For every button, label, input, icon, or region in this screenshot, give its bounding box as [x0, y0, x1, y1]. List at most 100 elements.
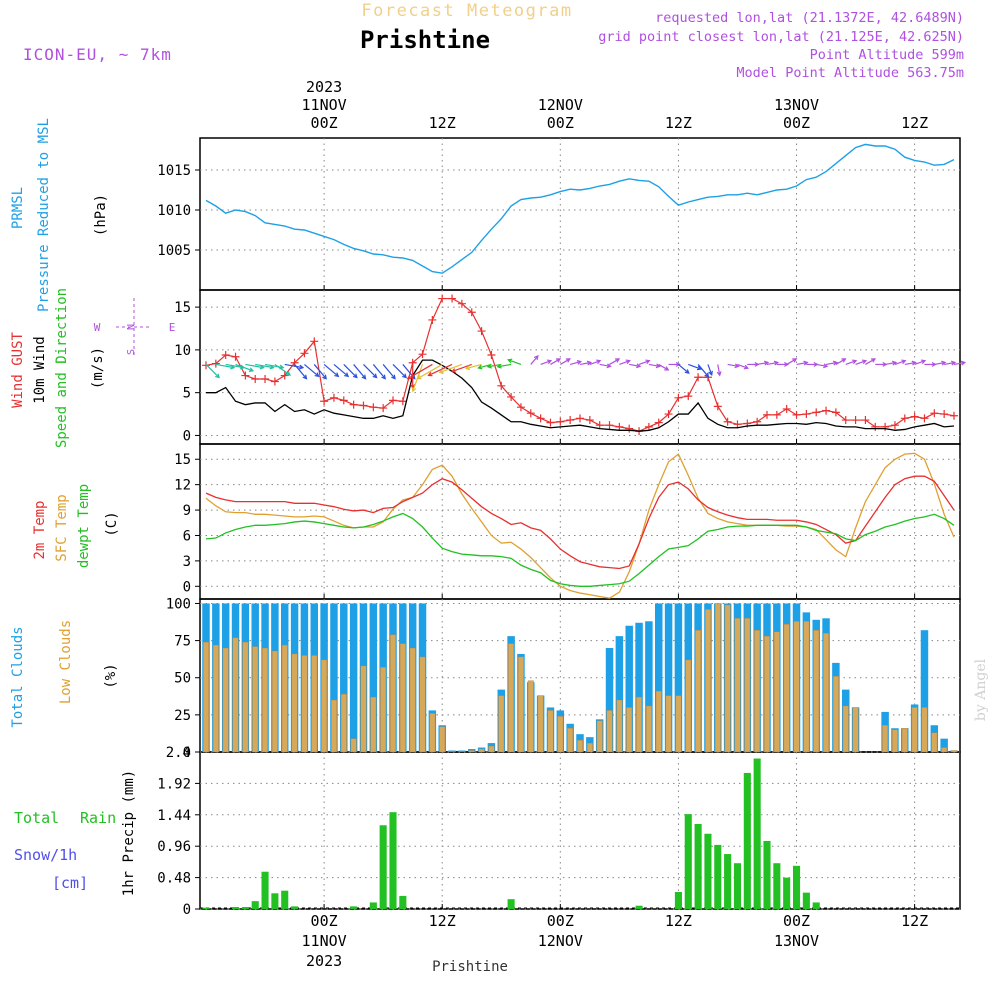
wind-arrow-shaft	[845, 360, 857, 365]
bottom-time-text: 12NOV	[538, 932, 583, 950]
wind-gust-marker	[930, 409, 939, 418]
pressure-label-long: Pressure Reduced to MSL	[36, 118, 52, 312]
wind-gust-marker	[389, 396, 397, 405]
wind-gust-marker	[241, 371, 250, 380]
wind-gust-marker	[920, 414, 929, 423]
wind-arrow-shaft	[766, 361, 778, 366]
wind-arrow-shaft	[353, 364, 366, 379]
wind-arrow	[343, 364, 358, 379]
wind-arrow	[875, 361, 888, 367]
wind-gust-marker	[526, 409, 535, 418]
wind-gust-marker	[398, 397, 407, 406]
wind-arrow-shaft	[737, 363, 749, 369]
low-cloud-bar	[321, 659, 328, 753]
wind-arrow-head	[477, 364, 483, 370]
wind-arrow-head	[402, 373, 407, 379]
top-time-text: 00Z	[783, 114, 810, 132]
snow-unit-label: [cm]	[52, 874, 88, 892]
wind-arrow	[416, 363, 443, 380]
rain-bar	[261, 871, 269, 909]
wind-arrow-head	[248, 367, 255, 372]
low-cloud-bar	[695, 629, 702, 753]
rain-bar	[251, 901, 259, 909]
wind-arrow-shaft	[333, 363, 349, 377]
low-cloud-bar	[488, 745, 495, 753]
compass-east: E	[169, 321, 176, 334]
wind-arrow-shaft	[205, 364, 220, 378]
wind-arrow-shaft	[372, 364, 386, 379]
wind-arrow-head	[496, 363, 502, 369]
wind-arrow-shaft	[465, 363, 482, 370]
wind-arrow	[757, 360, 770, 366]
wind-arrow	[619, 359, 631, 365]
wind-gust-marker	[802, 410, 811, 419]
wind-arrow-shaft	[885, 361, 897, 366]
temp-unit: (C)	[104, 511, 120, 536]
wind-arrow-shaft	[894, 360, 906, 365]
wind-arrow	[658, 363, 670, 371]
wind-arrow	[648, 363, 661, 369]
rain-bar	[389, 812, 397, 909]
rain-bar	[792, 865, 801, 909]
top-time-label: 12Z	[901, 114, 928, 132]
wind-arrow-head	[823, 363, 829, 369]
low-cloud-bar	[655, 690, 662, 753]
wind-gust-marker	[329, 393, 338, 402]
wind-arrow	[284, 363, 305, 370]
wind-arrow-shaft	[589, 360, 601, 365]
wind-gust-marker	[369, 403, 378, 412]
low-cloud-bar	[616, 699, 623, 753]
rain-bar	[802, 892, 810, 909]
wind-arrow	[294, 364, 308, 380]
wind-arrow-shaft	[428, 363, 453, 376]
wind-arrow-shaft	[540, 360, 552, 365]
low-cloud-bar	[468, 750, 475, 753]
wind-arrow	[688, 363, 703, 371]
wind-arrow	[747, 361, 760, 367]
wind-arrow-head	[314, 372, 320, 378]
total-cloud-bar	[654, 603, 663, 752]
rain-bar	[379, 825, 387, 909]
wind-ytick-label: 10	[174, 343, 191, 359]
wind-gust-marker	[300, 349, 309, 358]
wind-arrow	[914, 359, 927, 365]
wind-arrow-head	[911, 360, 917, 366]
rain-bar	[399, 895, 407, 909]
wind-gust-marker	[349, 400, 358, 409]
wind-gust-marker	[822, 406, 831, 415]
wind-arrow-head	[852, 359, 858, 365]
rain-bar	[291, 906, 299, 909]
wind-arrow-shaft	[245, 363, 264, 369]
wind-arrow-shaft	[934, 361, 946, 366]
wind-labels: Wind GUST 10m Wind Speed and Direction (…	[10, 288, 175, 448]
top-time-text: 2023	[306, 78, 342, 96]
low-cloud-bar	[803, 621, 810, 753]
low-cloud-bar	[951, 750, 957, 753]
wind-arrow-head	[596, 359, 602, 365]
low-cloud-bar	[390, 634, 396, 753]
low-cloud-bar	[941, 747, 948, 753]
wind-arrow-shaft	[697, 364, 709, 378]
precip-unit: 1hr Precip (mm)	[121, 770, 137, 896]
wind-arrow-shaft	[609, 358, 620, 365]
low-cloud-bar	[419, 656, 426, 753]
low-cloud-bar	[823, 632, 830, 753]
clouds-ytick-label: 75	[174, 634, 191, 650]
total-cloud-bar	[605, 648, 614, 752]
low-cloud-bar	[212, 644, 219, 753]
low-cloud-bar	[517, 656, 524, 753]
wind-arrow-shaft	[417, 363, 443, 380]
wind-arrow-shaft	[786, 358, 797, 365]
wind-arrow-head	[951, 360, 957, 366]
low-cloud-bar	[252, 646, 259, 753]
wind-arrow-head	[655, 363, 661, 369]
snow-label: Snow/1h	[14, 846, 77, 864]
wind-arrow-head	[645, 359, 651, 365]
wind-arrow-shaft	[294, 364, 307, 379]
wind-arrow-shaft	[284, 363, 304, 369]
rain-bar	[694, 823, 702, 909]
low-cloud-bar	[262, 647, 269, 753]
wind-arrow	[835, 358, 847, 365]
rain-bar	[350, 906, 358, 909]
wind-arrow-shaft	[439, 363, 463, 374]
